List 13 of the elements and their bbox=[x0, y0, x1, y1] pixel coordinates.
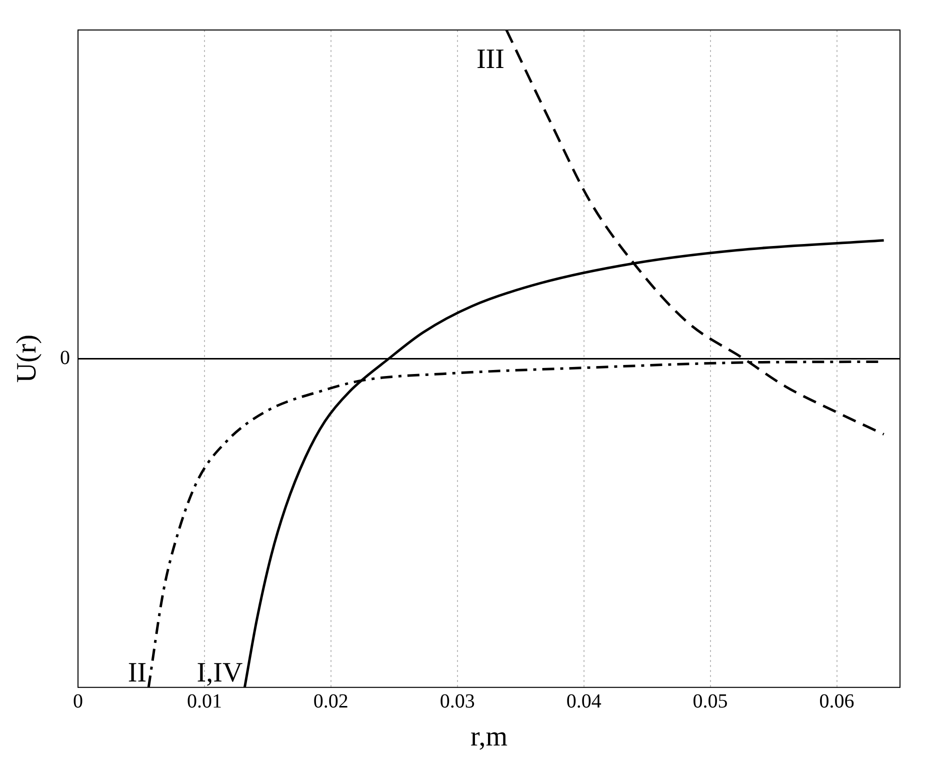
y-axis-title: U(r) bbox=[11, 334, 42, 383]
x-tick-label: 0.01 bbox=[186, 690, 222, 713]
x-tick-label: 0.02 bbox=[313, 690, 348, 713]
x-tick-label: 0.03 bbox=[440, 690, 475, 713]
x-tick-label: 0.05 bbox=[692, 690, 728, 713]
x-tick-label: 0 bbox=[73, 690, 83, 713]
x-tick-label: 0.06 bbox=[819, 690, 854, 713]
series-label: II bbox=[128, 657, 147, 688]
series-label: III bbox=[476, 44, 504, 75]
series-label: I,IV bbox=[196, 657, 243, 688]
x-tick-label: 0.04 bbox=[566, 690, 602, 713]
text: 0 bbox=[60, 346, 70, 369]
x-axis-title: r,m bbox=[470, 722, 508, 753]
